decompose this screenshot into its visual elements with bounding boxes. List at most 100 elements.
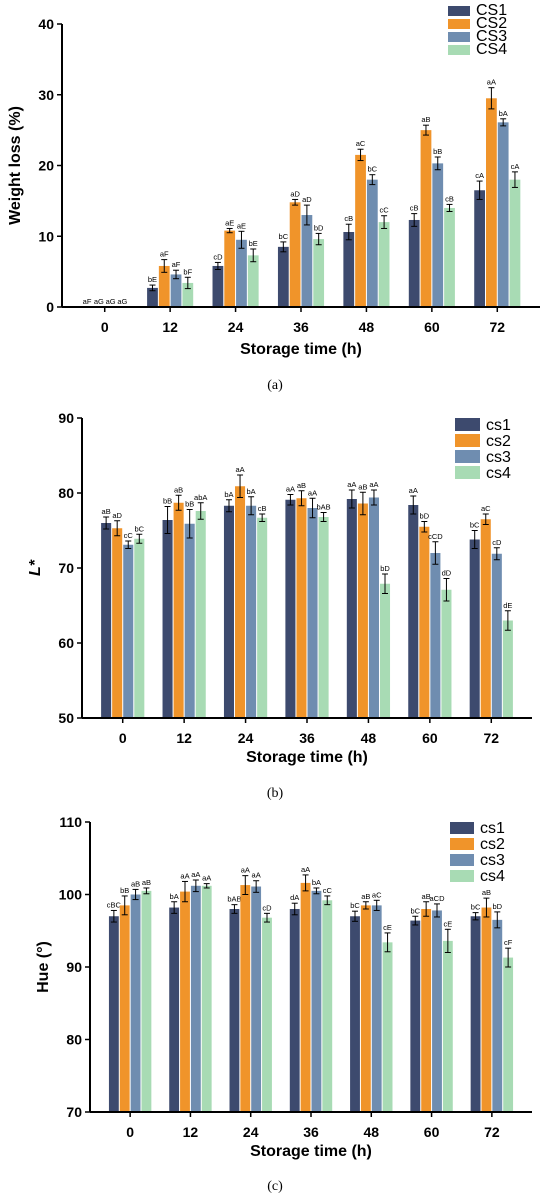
bar-cs4-60 [441, 589, 452, 718]
bar-cs1-24 [229, 909, 240, 1112]
significance-label: aB [361, 892, 370, 901]
significance-label: aB [174, 485, 183, 494]
x-tick-label: 24 [243, 1124, 259, 1140]
y-tick-label: 90 [58, 410, 74, 426]
x-tick-label: 12 [176, 730, 192, 746]
bar-cs4-72 [502, 620, 513, 718]
significance-label: cC [323, 886, 333, 895]
bar-CS3-24 [236, 239, 247, 307]
x-tick-label: 72 [484, 1124, 500, 1140]
x-tick-label: 0 [126, 1124, 134, 1140]
bar-CS2-60 [420, 130, 432, 307]
legend-swatch-cs3 [450, 854, 474, 866]
significance-label: aG [94, 297, 104, 306]
y-tick-label: 20 [38, 158, 54, 174]
significance-label: cB [445, 194, 454, 203]
bar-cs1-0 [101, 523, 112, 718]
x-tick-label: 48 [361, 730, 377, 746]
significance-label: aA [369, 480, 378, 489]
bar-cs2-72 [481, 907, 492, 1112]
significance-label: bC [470, 521, 480, 530]
x-tick-label: 72 [489, 319, 505, 335]
significance-label: bA [312, 878, 321, 887]
bar-cs3-60 [432, 910, 442, 1112]
y-tick-label: 10 [38, 228, 54, 244]
bar-cs4-24 [257, 517, 268, 718]
significance-label: bAB [227, 895, 241, 904]
legend-swatch-cs3 [455, 450, 480, 463]
bar-cs1-36 [285, 499, 296, 718]
bar-cs1-48 [350, 916, 360, 1112]
legend-swatch-cs2 [455, 434, 480, 447]
significance-label: aB [358, 482, 367, 491]
legend-label-CS4: CS4 [476, 41, 507, 58]
legend-label-cs4: cs4 [486, 465, 511, 482]
x-axis-title: Storage time (h) [246, 749, 368, 766]
significance-label: bC [350, 901, 360, 910]
significance-label: aC [372, 890, 382, 899]
legend-label-cs3: cs3 [486, 449, 511, 466]
y-axis-title: L* [27, 559, 44, 576]
bar-cs1-0 [108, 916, 119, 1112]
significance-label: cBC [107, 900, 122, 909]
bar-cs2-0 [112, 528, 123, 718]
legend-swatch-cs1 [450, 822, 474, 834]
significance-label: bD [314, 223, 324, 232]
significance-label: bA [170, 892, 179, 901]
legend-label-cs3: cs3 [480, 852, 505, 869]
bar-cs3-60 [430, 553, 441, 718]
significance-label: bE [249, 239, 258, 248]
significance-label: bD [492, 902, 502, 911]
significance-label: aA [241, 866, 250, 875]
significance-label: aA [308, 488, 317, 497]
significance-label: aA [191, 870, 200, 879]
significance-label: aA [487, 78, 496, 87]
x-tick-label: 0 [101, 319, 109, 335]
significance-label: cF [504, 938, 513, 947]
y-tick-label: 70 [58, 560, 74, 576]
significance-label: aB [421, 115, 430, 124]
bar-cs2-36 [300, 882, 311, 1112]
y-tick-label: 80 [66, 1032, 82, 1048]
bar-cs3-36 [307, 508, 318, 718]
legend-label-cs2: cs2 [486, 433, 511, 450]
significance-label: bAB [316, 503, 330, 512]
significance-label: aC [356, 139, 366, 148]
significance-label: cE [383, 923, 392, 932]
y-axis-title: Hue (°) [35, 941, 52, 993]
significance-label: bC [410, 906, 420, 915]
significance-label: cB [344, 214, 353, 223]
significance-label: abA [194, 493, 207, 502]
bar-cs3-0 [123, 544, 134, 718]
bar-cs3-36 [311, 890, 322, 1112]
significance-label: cB [410, 204, 419, 213]
bar-CS4-36 [313, 239, 325, 307]
significance-label: aC [481, 504, 491, 513]
bar-CS4-60 [444, 207, 455, 307]
legend-label-CS3: CS3 [476, 28, 507, 45]
significance-label: aD [112, 511, 122, 520]
legend-swatch-CS1 [448, 6, 470, 16]
bar-CS3-36 [301, 215, 313, 307]
bar-CS3-60 [432, 163, 444, 307]
significance-label: bA [499, 109, 508, 118]
x-tick-label: 12 [183, 1124, 199, 1140]
significance-label: cD [492, 538, 502, 547]
bar-CS1-60 [408, 219, 420, 307]
bar-cs1-48 [346, 499, 357, 718]
y-tick-label: 30 [38, 87, 54, 103]
bar-CS4-72 [509, 179, 521, 307]
significance-label: bB [433, 147, 442, 156]
bar-CS1-24 [212, 265, 224, 307]
bar-cs2-0 [119, 905, 130, 1112]
legend-swatch-cs4 [455, 466, 480, 479]
y-tick-label: 60 [58, 635, 74, 651]
bar-cs2-72 [480, 519, 491, 718]
bar-CS2-72 [486, 98, 497, 307]
significance-label: aA [409, 486, 418, 495]
significance-label: aG [117, 297, 127, 306]
bar-CS1-72 [474, 190, 486, 307]
significance-label: dE [503, 601, 512, 610]
